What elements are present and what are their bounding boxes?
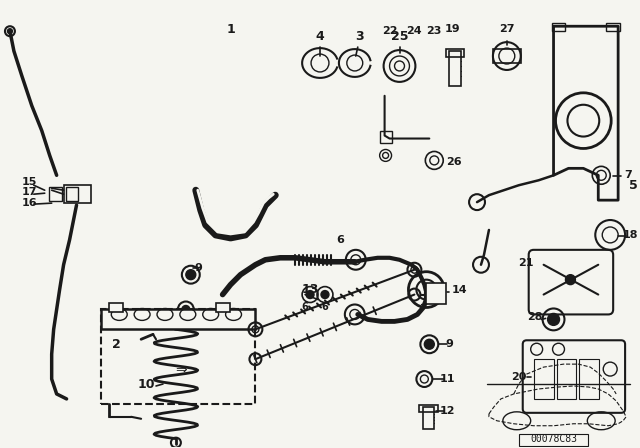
Text: 7: 7 xyxy=(624,170,632,180)
Circle shape xyxy=(548,314,559,325)
Text: 6: 6 xyxy=(301,302,308,312)
Circle shape xyxy=(566,275,575,284)
Text: 18: 18 xyxy=(622,230,638,240)
Bar xyxy=(534,359,554,399)
Text: 17: 17 xyxy=(22,187,38,197)
Circle shape xyxy=(321,291,329,298)
Text: 6: 6 xyxy=(321,302,328,312)
Text: 9: 9 xyxy=(445,339,453,349)
Text: ⇒: ⇒ xyxy=(175,362,187,376)
Bar xyxy=(557,359,577,399)
Bar xyxy=(449,51,461,86)
Text: 9: 9 xyxy=(195,263,203,273)
Bar xyxy=(579,359,599,399)
Text: 3: 3 xyxy=(355,30,364,43)
Text: 10: 10 xyxy=(138,378,155,391)
Text: 11: 11 xyxy=(440,374,455,384)
Text: 1: 1 xyxy=(226,23,235,36)
Text: 00078C83: 00078C83 xyxy=(530,434,577,444)
Circle shape xyxy=(8,29,12,34)
Text: 15: 15 xyxy=(22,177,38,187)
Text: 20: 20 xyxy=(511,372,527,382)
Text: 22: 22 xyxy=(382,26,397,36)
Bar xyxy=(109,302,124,312)
FancyBboxPatch shape xyxy=(523,340,625,413)
Bar xyxy=(419,405,438,412)
Text: 13: 13 xyxy=(301,283,319,296)
Bar xyxy=(49,187,61,201)
Text: 26: 26 xyxy=(446,157,462,168)
Text: 27: 27 xyxy=(499,24,515,34)
Bar xyxy=(380,130,392,142)
Bar xyxy=(423,407,435,429)
Text: 21: 21 xyxy=(518,258,534,268)
Bar xyxy=(426,283,446,305)
Circle shape xyxy=(306,291,314,298)
Text: 4: 4 xyxy=(316,30,324,43)
Text: 12: 12 xyxy=(440,406,455,416)
Bar xyxy=(101,310,255,329)
Text: 14: 14 xyxy=(451,284,467,295)
Bar xyxy=(101,310,255,404)
Circle shape xyxy=(424,339,435,349)
Text: 2: 2 xyxy=(112,338,121,351)
Bar xyxy=(446,49,464,57)
Text: 5: 5 xyxy=(628,179,637,192)
Bar xyxy=(65,187,77,201)
Bar xyxy=(552,23,566,31)
Bar xyxy=(519,434,588,446)
Bar xyxy=(493,49,521,63)
Text: 28: 28 xyxy=(527,312,543,323)
Text: 16: 16 xyxy=(22,198,38,208)
Circle shape xyxy=(182,306,190,314)
Bar xyxy=(216,302,230,312)
Bar xyxy=(63,185,92,203)
Text: 24: 24 xyxy=(406,26,422,36)
Bar xyxy=(606,23,620,31)
Text: 6: 6 xyxy=(336,235,344,245)
Circle shape xyxy=(186,270,196,280)
Text: 19: 19 xyxy=(444,24,460,34)
Text: 25: 25 xyxy=(391,30,408,43)
FancyBboxPatch shape xyxy=(529,250,613,314)
Text: 23: 23 xyxy=(427,26,442,36)
